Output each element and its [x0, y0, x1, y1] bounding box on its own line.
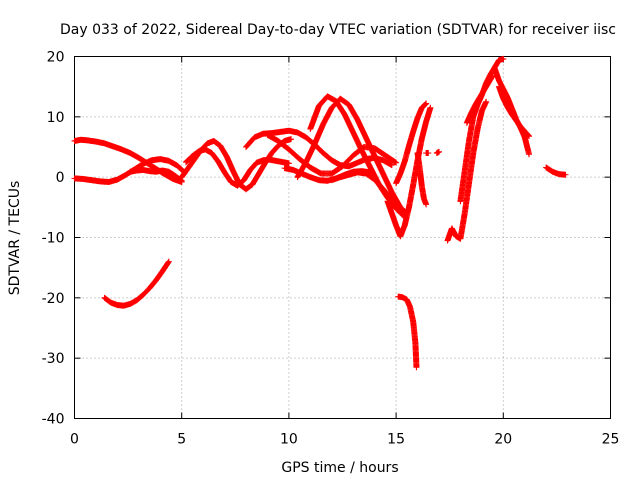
series-arc-x [543, 164, 569, 178]
y-axis-title: SDTVAR / TECUs [7, 181, 23, 296]
series-arc-c [101, 258, 172, 309]
x-tick-label: 20 [494, 432, 512, 448]
series-arc-d [127, 166, 185, 184]
y-tick-label: 20 [47, 50, 65, 66]
y-tick-labels: -40 -30 -20 -10 0 10 20 [42, 50, 65, 428]
series-arc-o [414, 150, 430, 208]
series-arc-v [496, 83, 533, 140]
series-arc-q [423, 150, 432, 157]
series-arc-h [264, 131, 400, 177]
series-arc-p [395, 293, 420, 371]
y-tick-label: -20 [42, 291, 65, 307]
series-arc-w [433, 148, 442, 157]
y-tick-label: 0 [56, 170, 65, 186]
series-arc-r [444, 98, 490, 244]
series-arc-t [463, 72, 496, 126]
x-tick-labels: 0 5 10 15 20 25 [70, 432, 619, 448]
chart-title: Day 033 of 2022, Sidereal Day-to-day VTE… [60, 22, 616, 38]
axis-ticks [74, 56, 611, 419]
y-tick-label: -40 [42, 412, 65, 428]
y-tick-label: -10 [42, 231, 65, 247]
x-tick-label: 10 [280, 432, 298, 448]
series-arc-j [294, 95, 404, 211]
series-arc-m [384, 104, 434, 240]
series-arc-n [393, 100, 430, 187]
series-arc-l [328, 169, 410, 217]
y-tick-label: 10 [47, 110, 65, 126]
data-marks [71, 55, 569, 371]
x-tick-label: 15 [387, 432, 405, 448]
x-tick-label: 25 [602, 432, 620, 448]
x-tick-label: 0 [70, 432, 79, 448]
x-tick-label: 5 [177, 432, 186, 448]
series-arc-f [182, 146, 292, 189]
x-axis-title: GPS time / hours [281, 460, 398, 476]
y-tick-label: -30 [42, 351, 65, 367]
